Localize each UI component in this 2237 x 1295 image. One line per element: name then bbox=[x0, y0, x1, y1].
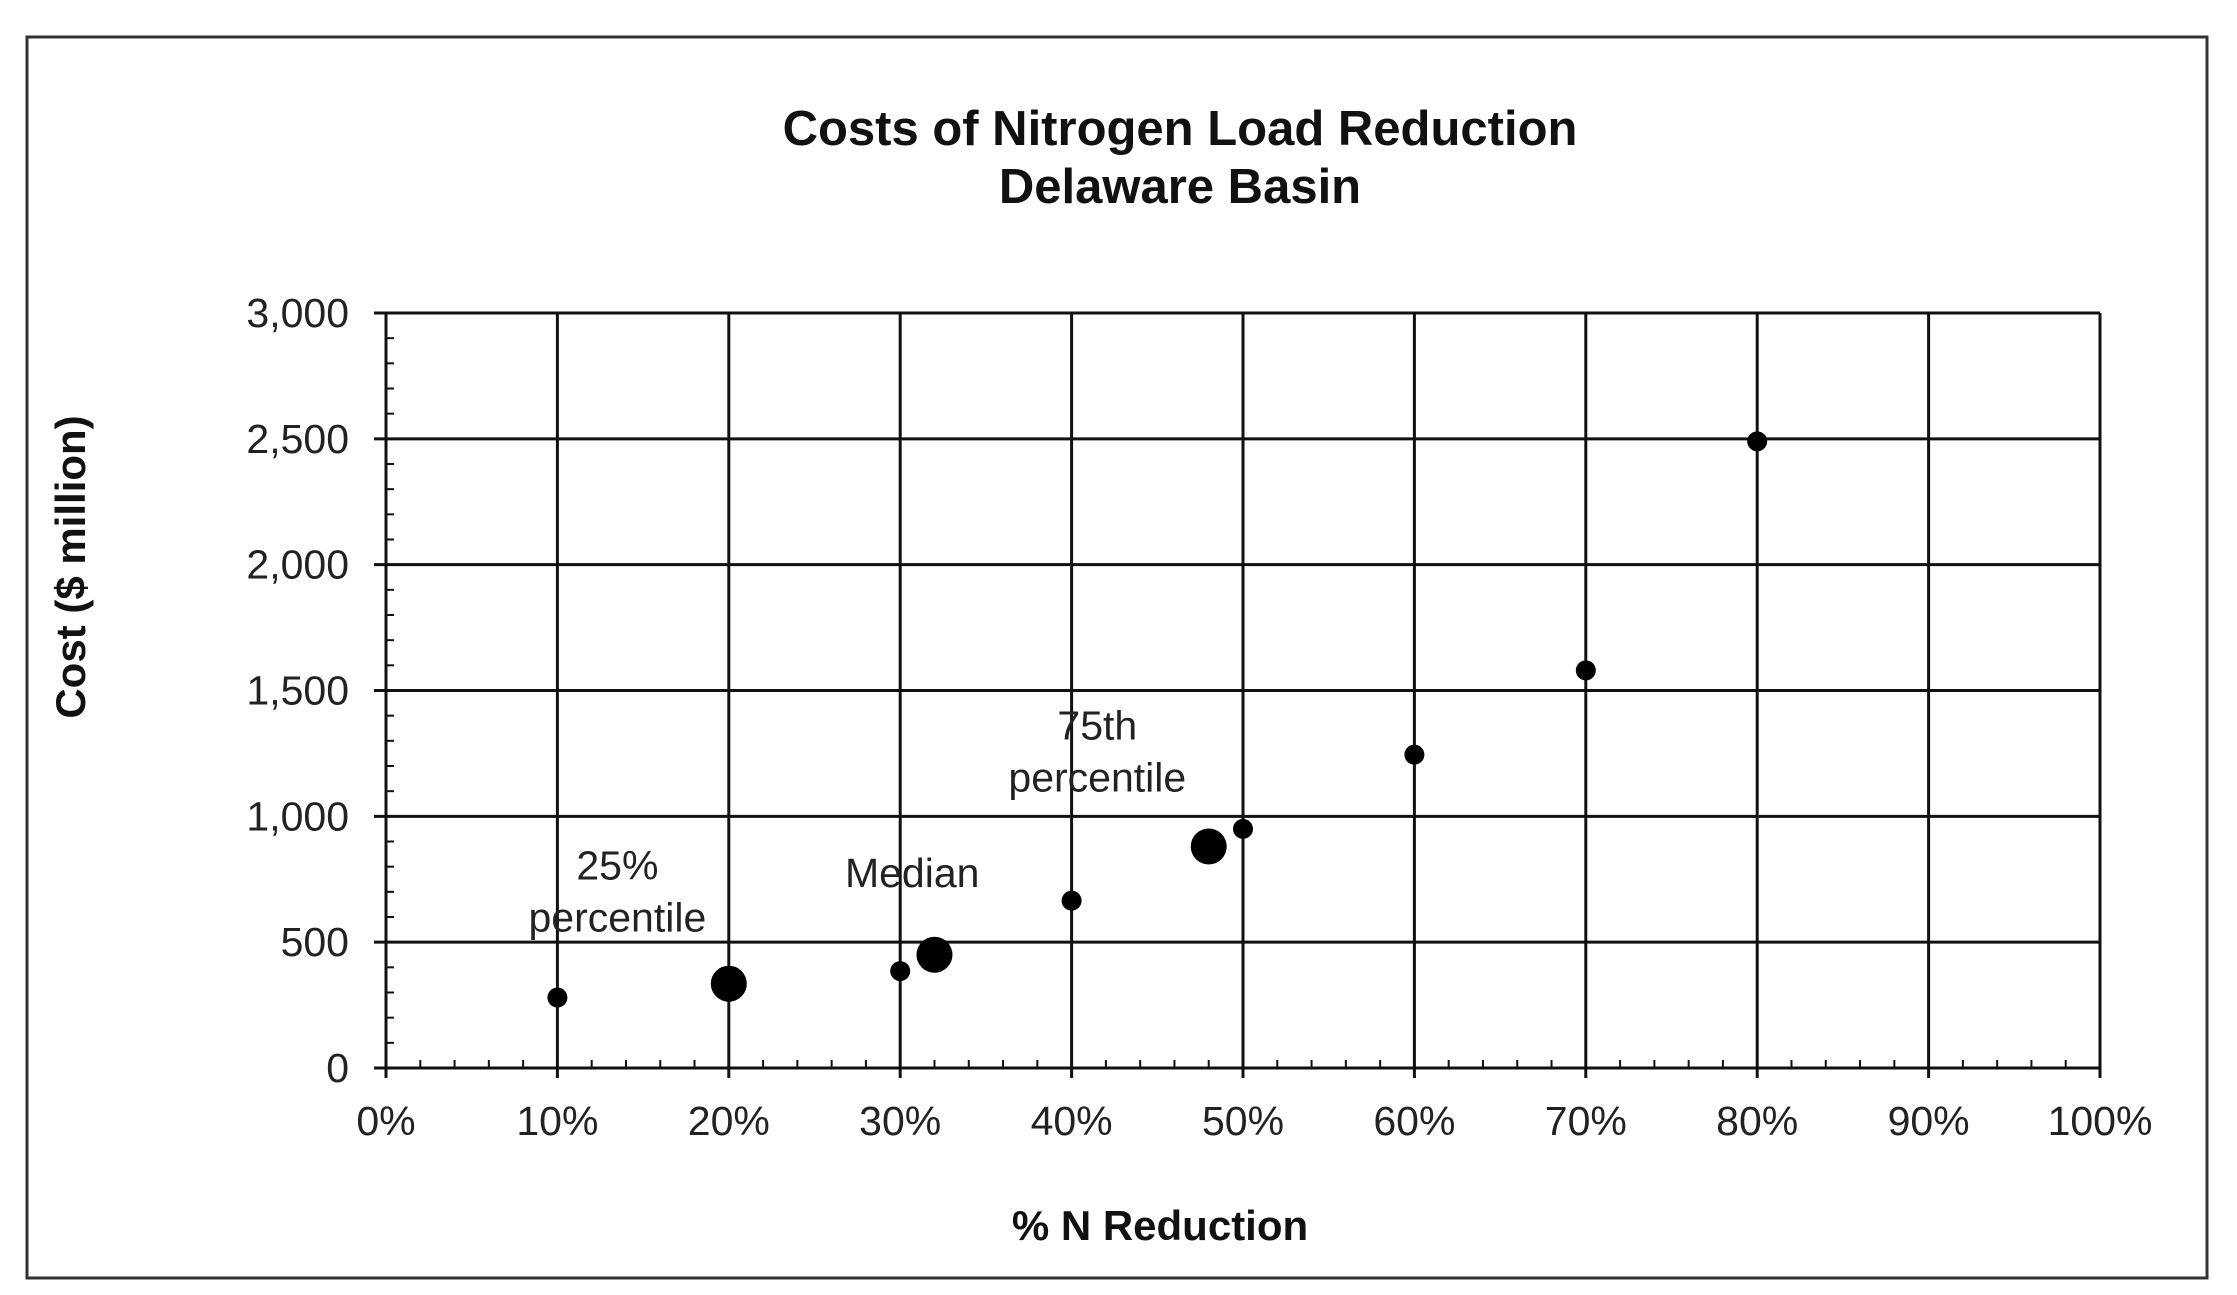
x-tick-label: 60% bbox=[1373, 1098, 1455, 1144]
y-tick-label: 500 bbox=[281, 919, 349, 965]
annotation-line: percentile bbox=[528, 894, 706, 940]
annotations: 25% percentile Median 75th percentile bbox=[528, 703, 1186, 941]
data-point bbox=[1404, 744, 1425, 765]
annotation-line: 25% bbox=[576, 842, 658, 888]
y-tick-label: 1,500 bbox=[246, 668, 349, 714]
x-tick-label: 10% bbox=[516, 1098, 598, 1144]
x-tick-label: 0% bbox=[356, 1098, 415, 1144]
x-tick-label: 40% bbox=[1031, 1098, 1113, 1144]
y-tick-label: 2,500 bbox=[246, 416, 349, 462]
data-point bbox=[1575, 660, 1596, 681]
y-axis-title: Cost ($ million) bbox=[47, 415, 94, 718]
data-point bbox=[1747, 431, 1768, 452]
x-tick-label: 20% bbox=[688, 1098, 770, 1144]
tick-labels: 0% 10% 20% 30% 40% 50% 60% 70% 80% 90% 100% 0 500 1,0… bbox=[246, 290, 2152, 1144]
data-point bbox=[1233, 818, 1253, 839]
chart-title: Costs of Nitrogen Load Reduction bbox=[783, 102, 1578, 156]
data-point bbox=[890, 961, 911, 982]
annotation-line: 75th bbox=[1057, 703, 1137, 749]
annotation-line: percentile bbox=[1008, 755, 1186, 801]
x-tick-label: 70% bbox=[1545, 1098, 1627, 1144]
y-tick-label: 2,000 bbox=[246, 542, 349, 588]
data-points bbox=[547, 431, 1768, 1008]
chart-frame bbox=[25, 35, 2209, 1280]
x-tick-label: 90% bbox=[1888, 1098, 1970, 1144]
x-tick-label: 30% bbox=[859, 1098, 941, 1144]
percentile-point bbox=[916, 936, 953, 973]
annotation-line: Median bbox=[845, 850, 979, 896]
y-tick-label: 3,000 bbox=[246, 290, 349, 336]
percentile-point bbox=[710, 965, 747, 1002]
grid bbox=[374, 311, 2102, 1078]
annotation-label: 75th percentile bbox=[1008, 703, 1186, 801]
annotation-label: Median bbox=[845, 850, 979, 896]
x-tick-label: 80% bbox=[1716, 1098, 1798, 1144]
minor-ticks bbox=[385, 312, 2101, 1069]
x-tick-label: 50% bbox=[1202, 1098, 1284, 1144]
y-tick-label: 1,000 bbox=[246, 793, 349, 839]
x-tick-label: 100% bbox=[2048, 1098, 2153, 1144]
percentile-point bbox=[1190, 828, 1227, 865]
y-tick-label: 0 bbox=[326, 1045, 349, 1091]
chart-subtitle: Delaware Basin bbox=[999, 160, 1361, 214]
data-point bbox=[547, 987, 568, 1008]
x-axis-title: % N Reduction bbox=[1012, 1202, 1308, 1249]
annotation-label: 25% percentile bbox=[528, 842, 706, 940]
data-point bbox=[1061, 890, 1082, 911]
